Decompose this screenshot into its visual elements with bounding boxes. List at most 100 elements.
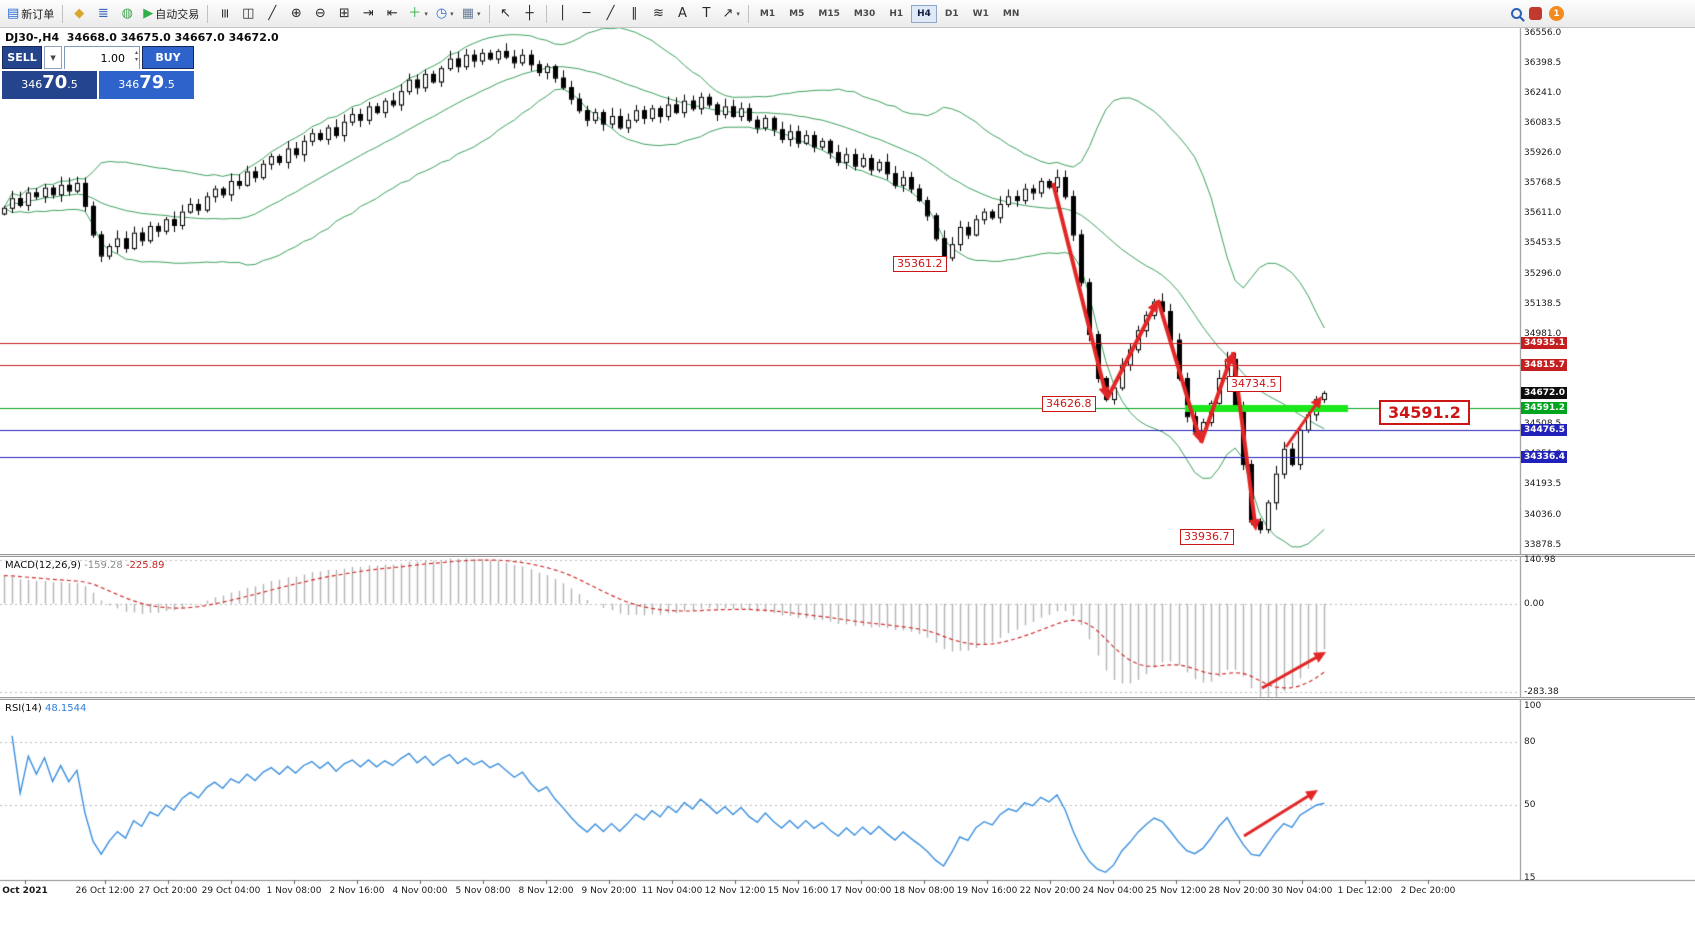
price-callout[interactable]: 34591.2 bbox=[1379, 400, 1470, 425]
vertical-line-icon: │ bbox=[558, 6, 567, 21]
fibonacci-button[interactable]: ≋ bbox=[647, 3, 671, 25]
timeframe-m5-button[interactable]: M5 bbox=[783, 5, 810, 23]
toolbar-buttons: ▤ 新订单 ◆ ≣ ◍ ▶ 自动交易 ≡ ◫ ╱ ⊕ ⊖ ⊞ ⇥ ⇤ ＋ ▾ ◷ ▾ ▦ ▾ ↖ ┼ │ ─ ╱ ∥ ≋ A T ↗ ▾ bbox=[3, 0, 753, 27]
strategy-tester-button[interactable]: ◍ bbox=[115, 3, 139, 25]
arrows-button[interactable]: ↗ ▾ bbox=[719, 3, 744, 25]
timeframe-m15-button[interactable]: M15 bbox=[812, 5, 845, 23]
price-callout[interactable]: 34734.5 bbox=[1227, 376, 1281, 392]
timeframe-buttons: M1 M5 M15 M30 H1 H4 D1 W1 MN bbox=[753, 0, 1026, 27]
timeframe-mn-button[interactable]: MN bbox=[997, 5, 1026, 23]
periods-icon: ◷ bbox=[435, 6, 448, 21]
indicators-icon: ＋ bbox=[408, 6, 422, 21]
toolbar-separator bbox=[488, 4, 490, 23]
dropdown-icon: ▼ bbox=[50, 53, 56, 62]
tile-windows-icon: ⊞ bbox=[338, 6, 350, 21]
autotrading-button-label: 自动交易 bbox=[155, 7, 200, 21]
strategy-tester-icon: ◍ bbox=[121, 6, 133, 21]
sell-price[interactable]: 346 70.5 bbox=[2, 71, 97, 99]
chevron-down-icon: ▾ bbox=[424, 9, 428, 18]
cursor-icon: ↖ bbox=[500, 6, 511, 21]
toolbar-separator bbox=[545, 4, 547, 23]
templates-button[interactable]: ▦ ▾ bbox=[458, 3, 485, 25]
crosshair-button[interactable]: ┼ bbox=[518, 3, 542, 25]
volume-spinner[interactable]: ▴ ▾ bbox=[135, 49, 138, 63]
chevron-down-icon: ▾ bbox=[736, 9, 740, 18]
trendline-icon: ╱ bbox=[606, 6, 615, 21]
timeframe-w1-button[interactable]: W1 bbox=[967, 5, 995, 23]
channel-icon: ∥ bbox=[631, 6, 638, 21]
volume-dropdown[interactable]: ▼ bbox=[44, 46, 62, 69]
text-label-button[interactable]: T bbox=[695, 3, 719, 25]
text-icon: A bbox=[678, 6, 687, 21]
tile-windows-button[interactable]: ⊞ bbox=[332, 3, 356, 25]
vertical-line-button[interactable]: │ bbox=[551, 3, 575, 25]
metaeditor-button[interactable]: ◆ bbox=[67, 3, 91, 25]
bar-chart-button[interactable]: ≡ bbox=[212, 3, 236, 25]
market-depth-button[interactable]: ≣ bbox=[91, 3, 115, 25]
line-chart-button[interactable]: ╱ bbox=[260, 3, 284, 25]
zoom-in-icon: ⊕ bbox=[290, 6, 302, 21]
alerts-icon[interactable] bbox=[1529, 7, 1542, 20]
panel-separator-macd[interactable] bbox=[0, 554, 1695, 557]
periods-button[interactable]: ◷ ▾ bbox=[432, 3, 458, 25]
timeframe-m1-button[interactable]: M1 bbox=[754, 5, 781, 23]
templates-icon: ▦ bbox=[461, 6, 474, 21]
toolbar-separator bbox=[62, 4, 64, 23]
toolbar: ▤ 新订单 ◆ ≣ ◍ ▶ 自动交易 ≡ ◫ ╱ ⊕ ⊖ ⊞ ⇥ ⇤ ＋ ▾ ◷ ▾ ▦ ▾ ↖ ┼ │ ─ ╱ ∥ ≋ A T ↗ ▾ M1… bbox=[0, 0, 1695, 28]
panel-separator-rsi[interactable] bbox=[0, 697, 1695, 700]
new-order-icon: ▤ bbox=[7, 6, 20, 21]
indicators-button[interactable]: ＋ ▾ bbox=[404, 3, 432, 25]
price-callout[interactable]: 35361.2 bbox=[893, 256, 947, 272]
sell-button[interactable]: SELL bbox=[2, 46, 42, 69]
trendline-button[interactable]: ╱ bbox=[599, 3, 623, 25]
timeframe-d1-button[interactable]: D1 bbox=[939, 5, 965, 23]
timeframe-m30-button[interactable]: M30 bbox=[848, 5, 881, 23]
search-icon[interactable] bbox=[1511, 8, 1522, 19]
crosshair-icon: ┼ bbox=[525, 6, 534, 21]
buy-price[interactable]: 346 79.5 bbox=[99, 71, 194, 99]
spinner-down-icon: ▾ bbox=[134, 56, 138, 64]
auto-scroll-button[interactable]: ⇥ bbox=[356, 3, 380, 25]
text-label-icon: T bbox=[702, 6, 711, 21]
chevron-down-icon: ▾ bbox=[450, 9, 454, 18]
buy-price-suffix: .5 bbox=[164, 78, 175, 91]
horizontal-line-button[interactable]: ─ bbox=[575, 3, 599, 25]
price-callout[interactable]: 33936.7 bbox=[1180, 529, 1234, 545]
market-depth-icon: ≣ bbox=[97, 6, 109, 21]
toolbar-separator bbox=[207, 4, 209, 23]
buy-price-prefix: 346 bbox=[118, 78, 140, 91]
candlestick-icon: ◫ bbox=[242, 6, 255, 21]
volume-field: ▴ ▾ bbox=[64, 46, 140, 69]
sell-price-suffix: .5 bbox=[67, 78, 78, 91]
volume-input[interactable] bbox=[65, 48, 139, 69]
autotrading-icon: ▶ bbox=[143, 6, 154, 21]
chart-shift-button[interactable]: ⇤ bbox=[380, 3, 404, 25]
text-button[interactable]: A bbox=[671, 3, 695, 25]
cursor-button[interactable]: ↖ bbox=[494, 3, 518, 25]
zoom-in-button[interactable]: ⊕ bbox=[284, 3, 308, 25]
line-chart-icon: ╱ bbox=[268, 6, 277, 21]
sell-price-prefix: 346 bbox=[21, 78, 43, 91]
chart-shift-icon: ⇤ bbox=[386, 6, 398, 21]
metaeditor-icon: ◆ bbox=[74, 6, 85, 21]
channel-button[interactable]: ∥ bbox=[623, 3, 647, 25]
new-order-button[interactable]: ▤ 新订单 bbox=[3, 3, 58, 25]
horizontal-line-icon: ─ bbox=[582, 6, 591, 21]
fibonacci-icon: ≋ bbox=[653, 6, 664, 21]
notification-badge[interactable]: 1 bbox=[1549, 6, 1564, 21]
chevron-down-icon: ▾ bbox=[476, 9, 481, 18]
autotrading-button[interactable]: ▶ 自动交易 bbox=[139, 3, 203, 25]
sell-price-big: 70 bbox=[42, 72, 68, 93]
candlestick-button[interactable]: ◫ bbox=[236, 3, 260, 25]
timeframe-h4-button[interactable]: H4 bbox=[911, 4, 937, 23]
new-order-button-label: 新订单 bbox=[21, 7, 55, 21]
bar-chart-icon: ≡ bbox=[216, 8, 232, 19]
buy-button[interactable]: BUY bbox=[142, 46, 194, 69]
price-callout[interactable]: 34626.8 bbox=[1042, 396, 1096, 412]
timeframe-h1-button[interactable]: H1 bbox=[883, 5, 909, 23]
buy-price-big: 79 bbox=[139, 72, 165, 93]
zoom-out-button[interactable]: ⊖ bbox=[308, 3, 332, 25]
zoom-out-icon: ⊖ bbox=[314, 6, 326, 21]
auto-scroll-icon: ⇥ bbox=[362, 6, 374, 21]
